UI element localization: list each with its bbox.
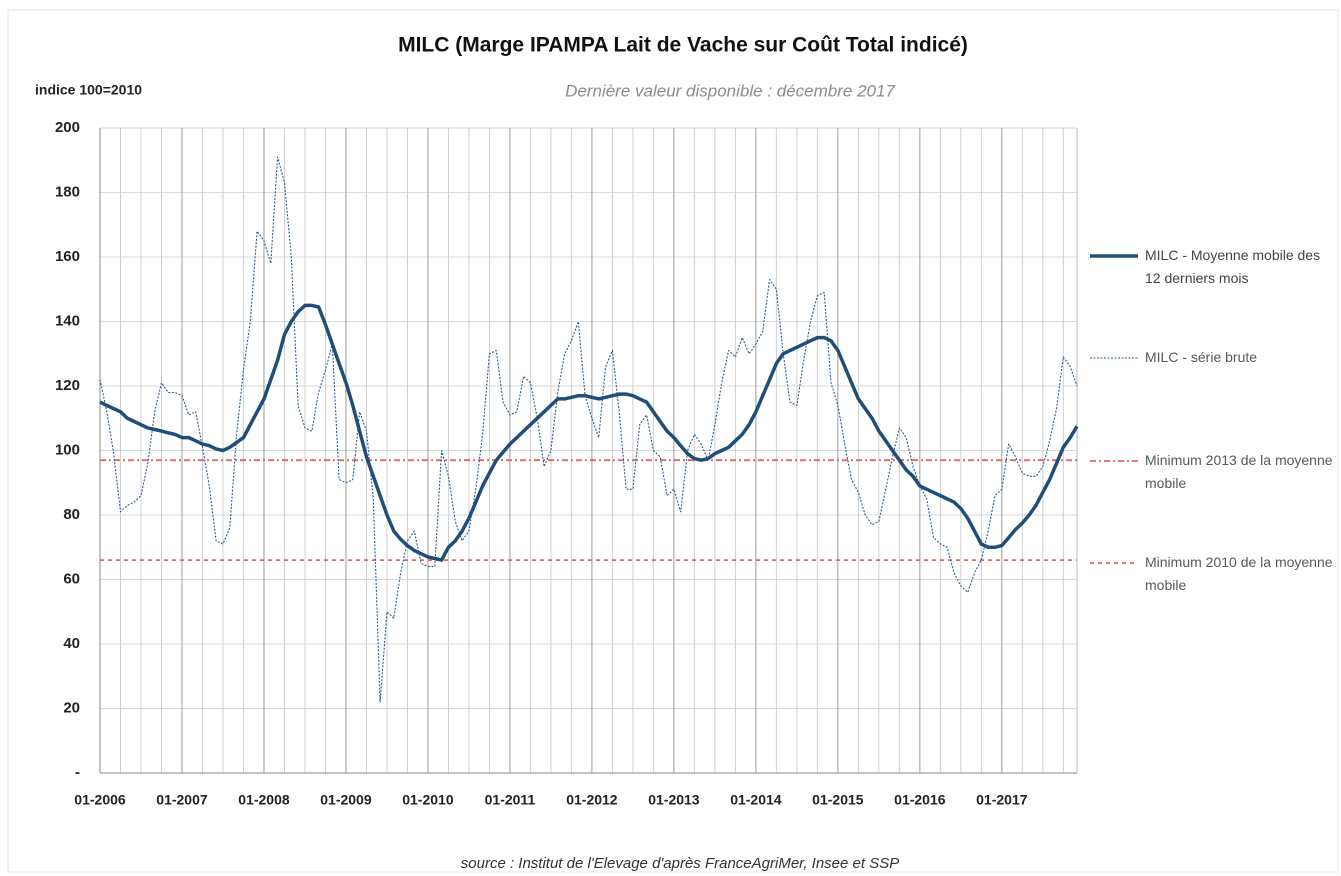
- y-tick-label: 160: [55, 248, 80, 265]
- x-tick-label: 01-2009: [320, 792, 372, 808]
- frame: [7, 9, 1339, 873]
- legend-label: Minimum 2010 de la moyenne mobile: [1145, 554, 1333, 593]
- y-tick-label: 40: [63, 635, 80, 652]
- source: source : Institut de l'Elevage d'après F…: [461, 855, 899, 872]
- y-tick-label: -: [75, 764, 80, 781]
- x-tick-label: 01-2012: [566, 792, 618, 808]
- series-line: [99, 303, 1079, 562]
- series-line: [99, 156, 1078, 703]
- x-tick-label: 01-2007: [156, 792, 208, 808]
- y-tick-label: 60: [63, 570, 80, 587]
- y-tick-label: 140: [55, 312, 80, 329]
- x-tick-label: 01-2011: [485, 792, 536, 808]
- x-tick-label: 01-2017: [976, 792, 1028, 808]
- legend-label: MILC - Moyenne mobile des 12 derniers mo…: [1145, 247, 1321, 286]
- subtitle: Dernière valeur disponible : décembre 20…: [565, 81, 895, 100]
- x-tick-label: 01-2010: [402, 792, 454, 808]
- y-tick-label: 180: [55, 183, 80, 200]
- x-tick-label: 01-2013: [648, 792, 700, 808]
- y-tick-label: 20: [63, 699, 80, 716]
- y-tick-label: 120: [55, 377, 80, 394]
- y-axis-label: indice 100=2010: [35, 82, 142, 98]
- legend-label: Minimum 2013 de la moyenne mobile: [1145, 452, 1333, 491]
- x-tick-label: 01-2008: [238, 792, 290, 808]
- x-tick-label: 01-2015: [812, 792, 864, 808]
- y-tick-label: 100: [55, 441, 80, 458]
- legend-label: MILC - série brute: [1145, 349, 1258, 365]
- y-tick-label: 200: [55, 119, 80, 136]
- chart-title: MILC (Marge IPAMPA Lait de Vache sur Coû…: [398, 34, 968, 57]
- x-tick-label: 01-2016: [894, 792, 946, 808]
- x-tick-label: 01-2014: [730, 792, 782, 808]
- y-tick-label: 80: [63, 506, 80, 523]
- x-tick-label: 01-2006: [74, 792, 126, 808]
